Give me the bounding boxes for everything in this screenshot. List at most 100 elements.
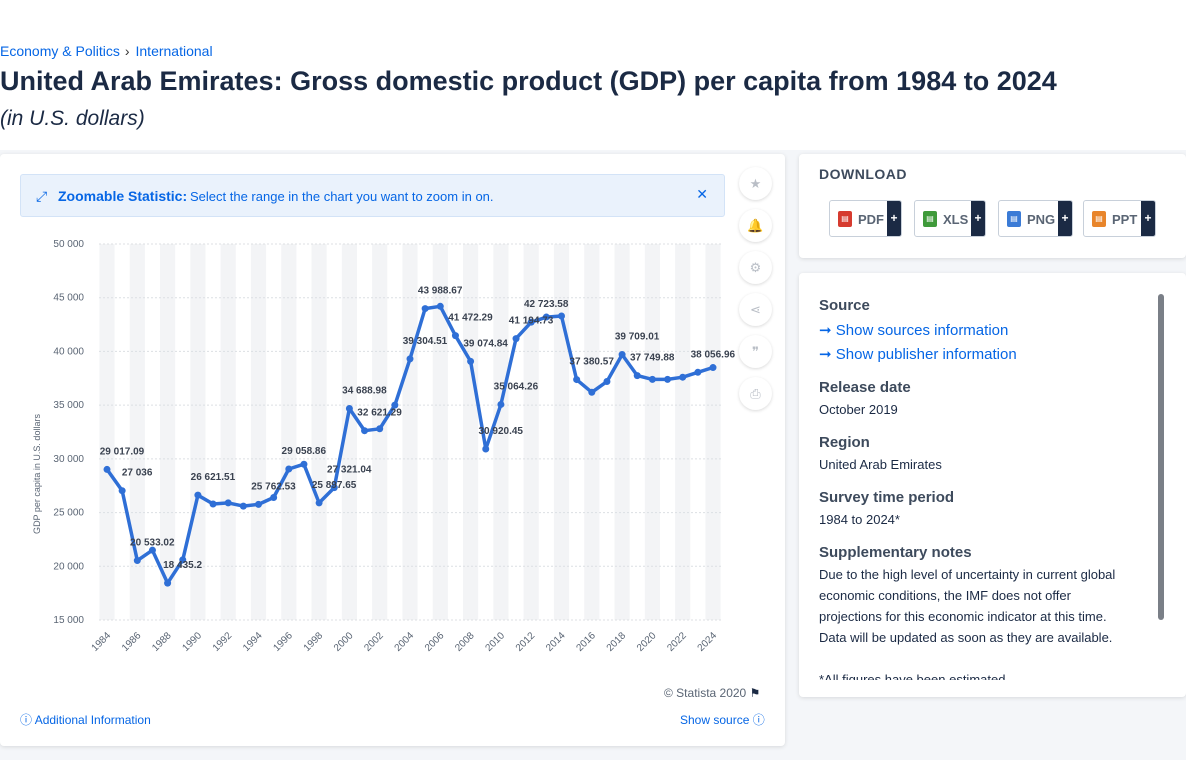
x-tick-label: 2014 <box>544 630 568 654</box>
x-tick-label: 1990 <box>181 630 205 654</box>
data-label: 29 017.09 <box>100 446 145 457</box>
region-value: United Arab Emirates <box>819 457 942 472</box>
breadcrumb-economy[interactable]: Economy & Politics <box>0 43 120 59</box>
download-ppt-button[interactable]: ▤ PPT + <box>1083 200 1156 237</box>
data-point <box>436 302 444 310</box>
x-tick-label: 1994 <box>241 630 265 654</box>
y-tick-label: 20 000 <box>53 561 84 572</box>
data-label: 27 321.04 <box>327 465 372 476</box>
column-band <box>493 244 509 620</box>
data-point <box>376 425 384 433</box>
x-tick-label: 1998 <box>302 630 326 654</box>
close-icon[interactable]: ✕ <box>696 186 708 202</box>
region-heading: Region <box>819 434 870 451</box>
data-label: 20 533.02 <box>130 538 175 549</box>
column-band <box>311 244 327 620</box>
cite-button[interactable]: ❞ <box>739 335 772 368</box>
print-button[interactable]: ⎙ <box>739 377 772 410</box>
pdf-label: PDF <box>858 212 884 227</box>
data-point <box>179 556 187 564</box>
data-point <box>679 373 687 381</box>
data-point <box>255 500 262 508</box>
column-band <box>341 244 357 620</box>
x-tick-label: 1984 <box>90 630 114 654</box>
data-point <box>315 499 323 507</box>
show-sources-link[interactable]: ➞ Show sources information <box>819 321 1008 339</box>
show-publisher-link[interactable]: ➞ Show publisher information <box>819 345 1017 363</box>
x-tick-label: 2016 <box>574 630 598 654</box>
notes-line-1: Due to the high level of uncertainty in … <box>819 567 1116 582</box>
breadcrumb: Economy & Politics › International <box>0 43 213 59</box>
data-point <box>270 494 278 502</box>
x-tick-label: 1986 <box>120 630 144 654</box>
download-png-button[interactable]: ▤ PNG + <box>998 200 1073 237</box>
data-label: 18 435.2 <box>163 560 202 571</box>
column-band <box>584 244 600 620</box>
gdp-line-chart[interactable]: 15 000 20 000 25 000 30 000 35 000 40 000 45 0… <box>0 230 735 670</box>
bell-icon: 🔔 <box>747 218 764 233</box>
pdf-plus: + <box>887 201 901 236</box>
x-tick-label: 2004 <box>393 630 417 654</box>
release-heading: Release date <box>819 379 911 396</box>
arrow-right-icon: ➞ <box>819 322 832 339</box>
header-band <box>0 0 1186 150</box>
column-band <box>675 244 691 620</box>
data-point <box>467 357 475 365</box>
ppt-label: PPT <box>1112 212 1138 227</box>
zoom-notice: ⤢ Zoomable Statistic: Select the range i… <box>20 174 725 217</box>
breadcrumb-separator: › <box>124 43 130 59</box>
data-point <box>618 351 626 359</box>
column-band <box>220 244 236 620</box>
period-heading: Survey time period <box>819 489 955 506</box>
x-tick-label: 2022 <box>665 630 689 654</box>
data-point <box>421 305 429 313</box>
x-tick-label: 2010 <box>484 630 508 654</box>
column-band <box>129 244 145 620</box>
flag-icon[interactable]: ⚑ <box>749 686 761 700</box>
data-point <box>330 484 338 492</box>
column-band <box>614 244 630 620</box>
data-point <box>558 312 565 320</box>
data-label: 29 058.86 <box>282 446 327 457</box>
settings-button[interactable]: ⚙ <box>739 251 772 284</box>
xls-label: XLS <box>943 212 969 227</box>
share-button[interactable]: ⋖ <box>739 293 772 326</box>
notify-button[interactable]: 🔔 <box>739 209 772 242</box>
show-sources-label: Show sources information <box>835 322 1009 339</box>
show-source-link[interactable]: Show source ⓘ <box>680 711 765 728</box>
column-band <box>190 244 206 620</box>
x-tick-label: 2008 <box>453 630 477 654</box>
data-point <box>709 364 717 372</box>
data-point <box>224 499 232 507</box>
data-point <box>345 404 353 412</box>
details-scrollbar[interactable] <box>1158 294 1164 620</box>
x-tick-label: 2020 <box>635 630 659 654</box>
column-band <box>463 244 479 620</box>
release-value: October 2019 <box>819 402 898 417</box>
data-label: 41 194.73 <box>509 316 554 327</box>
column-band <box>99 244 115 620</box>
data-label: 42 723.58 <box>524 299 569 310</box>
data-label: 25 897.65 <box>312 480 357 491</box>
download-pdf-button[interactable]: ▤ PDF + <box>829 200 902 237</box>
additional-info-label: Additional Information <box>34 713 151 727</box>
notes-extra-clip: *All figures have been estimated. <box>819 666 1149 680</box>
column-band <box>523 244 539 620</box>
data-point <box>603 378 611 386</box>
png-label: PNG <box>1027 212 1056 227</box>
favorite-button[interactable]: ★ <box>739 167 772 200</box>
data-label: 30 920.45 <box>479 426 524 437</box>
column-band <box>402 244 418 620</box>
data-label: 39 304.51 <box>403 336 448 347</box>
y-axis-label: GDP per capita in U.S. dollars <box>32 414 42 534</box>
data-point <box>542 313 550 321</box>
data-point <box>118 487 126 495</box>
quote-icon: ❞ <box>752 344 759 359</box>
png-file-icon: ▤ <box>1007 211 1021 227</box>
data-point <box>391 401 399 409</box>
additional-info-link[interactable]: ⓘ Additional Information <box>20 711 151 728</box>
breadcrumb-international[interactable]: International <box>135 43 213 59</box>
download-xls-button[interactable]: ▤ XLS + <box>914 200 986 237</box>
column-band <box>705 244 721 620</box>
data-point <box>285 465 293 473</box>
